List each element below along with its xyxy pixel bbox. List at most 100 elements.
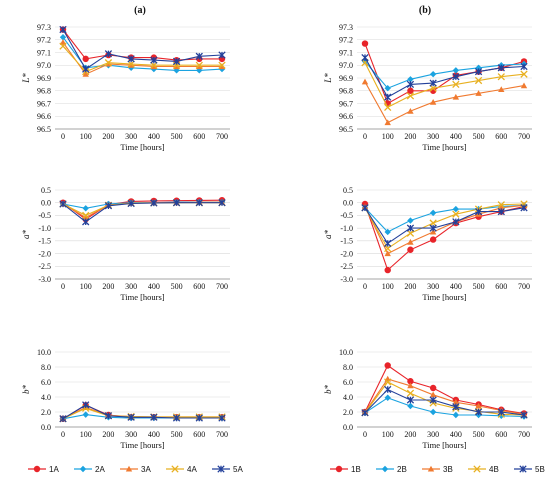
y-tick-label: -2.5 bbox=[38, 262, 51, 271]
y-axis-label: a* bbox=[323, 230, 333, 240]
data-point-5A bbox=[195, 52, 203, 60]
x-tick-label: 0 bbox=[363, 132, 367, 141]
y-tick-label: 6.0 bbox=[41, 378, 51, 387]
x-axis-label: Time [hours] bbox=[120, 292, 164, 302]
data-point-5A bbox=[150, 413, 158, 421]
y-tick-label: 97.2 bbox=[339, 36, 353, 45]
data-point-2B bbox=[452, 205, 460, 213]
x-tick-label: 100 bbox=[382, 282, 394, 291]
data-point-5A bbox=[82, 401, 90, 409]
data-point-5B bbox=[452, 218, 460, 226]
series-1B bbox=[361, 362, 528, 417]
data-point-5B bbox=[406, 224, 415, 232]
x-tick-label: 500 bbox=[473, 132, 485, 141]
y-tick-label: 97.1 bbox=[339, 48, 353, 57]
data-point-3B bbox=[429, 99, 437, 105]
x-tick-label: 300 bbox=[125, 430, 137, 439]
x-tick-label: 0 bbox=[61, 430, 65, 439]
y-axis-label: b* bbox=[21, 385, 31, 395]
data-point-5B bbox=[497, 408, 505, 416]
series-5B bbox=[361, 53, 528, 101]
data-point-2B bbox=[429, 70, 437, 78]
y-tick-label: -3.0 bbox=[340, 275, 353, 284]
legend-label: 2B bbox=[397, 465, 407, 474]
data-point-4B bbox=[497, 73, 505, 81]
x-tick-label: 200 bbox=[102, 430, 114, 439]
data-point-4A bbox=[218, 61, 226, 69]
series-line-3B bbox=[364, 204, 525, 255]
data-point-5B bbox=[361, 204, 369, 212]
y-tick-label: 4.0 bbox=[343, 393, 353, 402]
x-tick-label: 300 bbox=[427, 132, 439, 141]
y-tick-label: 96.9 bbox=[339, 74, 353, 83]
y-tick-label: -0.5 bbox=[38, 211, 51, 220]
data-point-4B bbox=[520, 70, 528, 78]
data-point-5A bbox=[104, 412, 113, 420]
y-tick-label: -2.0 bbox=[340, 249, 353, 258]
legend-item-4B: 4B bbox=[468, 465, 499, 474]
data-point-3B bbox=[361, 78, 369, 85]
data-point-4A bbox=[104, 59, 113, 67]
data-point-4B bbox=[452, 80, 460, 89]
series-line-2A bbox=[62, 36, 223, 71]
data-point-5A bbox=[127, 55, 135, 63]
data-point-2A bbox=[59, 34, 67, 41]
legend-label: 5B bbox=[535, 465, 545, 474]
y-axis-label: L* bbox=[323, 73, 333, 84]
data-point-2A bbox=[82, 205, 89, 212]
data-point-4B bbox=[406, 389, 415, 397]
legend-item-5B: 5B bbox=[514, 465, 545, 474]
y-axis-label: L* bbox=[21, 73, 31, 84]
y-tick-label: -0.5 bbox=[340, 211, 353, 220]
series-line-3B bbox=[364, 378, 525, 415]
legend-marker bbox=[519, 465, 527, 473]
data-point-5B bbox=[474, 67, 483, 76]
x-tick-label: 200 bbox=[404, 430, 416, 439]
y-tick-label: 97.0 bbox=[37, 61, 51, 70]
data-point-4B bbox=[384, 103, 392, 111]
x-tick-label: 500 bbox=[473, 430, 485, 439]
x-tick-label: 300 bbox=[427, 430, 439, 439]
series-5B bbox=[361, 385, 528, 419]
data-point-3B bbox=[384, 250, 391, 257]
legend-marker bbox=[427, 465, 435, 472]
data-point-4A bbox=[59, 42, 67, 50]
legend-label: 5A bbox=[233, 465, 243, 474]
y-tick-label: 10.0 bbox=[339, 348, 353, 357]
data-point-3B bbox=[429, 228, 437, 235]
x-tick-label: 400 bbox=[148, 132, 160, 141]
y-tick-label: 96.8 bbox=[339, 87, 353, 96]
data-point-3B bbox=[429, 391, 437, 398]
y-tick-label: 96.6 bbox=[339, 112, 353, 121]
x-tick-label: 300 bbox=[427, 282, 439, 291]
data-point-4B bbox=[452, 210, 460, 218]
data-point-2B bbox=[384, 394, 391, 401]
series-line-4A bbox=[62, 407, 222, 420]
data-point-3B bbox=[498, 86, 505, 93]
x-tick-label: 100 bbox=[80, 132, 92, 141]
data-point-4A bbox=[82, 211, 90, 220]
x-tick-label: 600 bbox=[193, 430, 205, 439]
data-point-1A bbox=[82, 55, 89, 63]
data-point-5B bbox=[384, 239, 392, 248]
data-point-5B bbox=[429, 79, 437, 87]
legend-marker bbox=[171, 465, 179, 473]
data-point-3B bbox=[452, 93, 460, 100]
y-tick-label: 2.0 bbox=[343, 408, 353, 417]
y-tick-label: 96.5 bbox=[37, 125, 51, 134]
x-tick-label: 100 bbox=[80, 282, 92, 291]
legend-item-1A: 1A bbox=[28, 465, 59, 474]
data-point-4B bbox=[406, 92, 415, 100]
legend-marker bbox=[33, 465, 41, 473]
data-point-5B bbox=[520, 204, 528, 212]
x-tick-label: 100 bbox=[80, 430, 92, 439]
data-point-2B bbox=[361, 58, 369, 65]
data-point-5B bbox=[452, 73, 460, 81]
x-tick-label: 700 bbox=[216, 430, 228, 439]
legend-item-3A: 3A bbox=[120, 465, 151, 474]
chart-b-L: 96.5 96.6 96.7 96.8 96.9 97.0 97.1 97.2 97.3 0 100… bbox=[323, 23, 532, 152]
data-point-5A bbox=[59, 415, 67, 423]
data-point-4A bbox=[195, 61, 203, 69]
data-point-5A bbox=[150, 56, 158, 64]
